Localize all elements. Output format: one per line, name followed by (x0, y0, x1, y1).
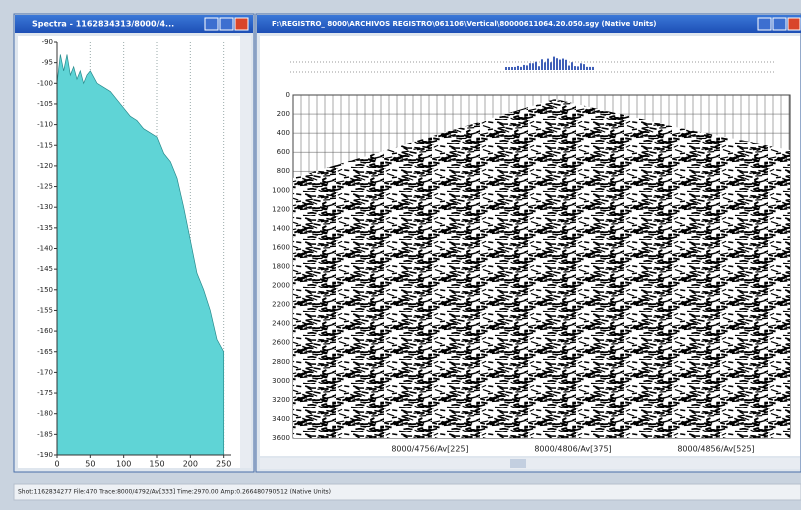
header-bar (544, 62, 546, 70)
y-tick-label: -185 (37, 430, 53, 438)
y-tick-label: 2200 (272, 301, 290, 309)
y-tick-label: -125 (37, 183, 53, 191)
header-bar (577, 66, 579, 70)
y-tick-label: 3000 (272, 377, 290, 385)
window-title: F:\REGISTRO_ 8000\ARCHIVOS REGISTRO\0611… (272, 20, 657, 28)
x-tick-label: 250 (216, 460, 231, 469)
trace-label: 8000/4806/Av[375] (534, 445, 611, 454)
y-tick-label: 1200 (272, 205, 290, 213)
close-button[interactable] (235, 18, 248, 30)
y-tick-label: 800 (277, 167, 290, 175)
y-tick-label: 1600 (272, 243, 290, 251)
header-bar (532, 63, 534, 70)
y-tick-label: -135 (37, 224, 53, 232)
y-tick-label: 1800 (272, 263, 290, 271)
header-bar (514, 67, 516, 70)
x-tick-label: 200 (183, 460, 198, 469)
header-bar (589, 67, 591, 70)
header-bar (559, 60, 561, 70)
y-tick-label: 200 (277, 110, 290, 118)
y-tick-label: -160 (37, 327, 53, 335)
y-tick-label: 3200 (272, 396, 290, 404)
y-tick-label: -165 (37, 348, 53, 356)
y-tick-label: 2000 (272, 282, 290, 290)
y-tick-label: -155 (37, 306, 53, 314)
maximize-button[interactable] (220, 18, 233, 30)
header-bar (538, 66, 540, 70)
header-bar (526, 65, 528, 70)
y-tick-label: -140 (37, 245, 53, 253)
y-tick-label: -190 (37, 451, 53, 459)
header-bar (574, 66, 576, 70)
header-bar (592, 67, 594, 70)
window-title: Spectra - 1162834313/8000/4... (32, 20, 174, 29)
maximize-button[interactable] (773, 18, 786, 30)
header-bar (571, 62, 573, 70)
minimize-button[interactable] (758, 18, 771, 30)
header-bar (511, 67, 513, 70)
y-tick-label: -170 (37, 368, 53, 376)
header-bar (550, 62, 552, 70)
header-bar (541, 59, 543, 70)
header-bar (556, 58, 558, 70)
y-tick-label: -130 (37, 203, 53, 211)
status-text: Shot:1162834277 File:470 Trace:8000/4792… (18, 489, 331, 496)
scrollbar[interactable] (240, 36, 251, 468)
x-tick-label: 100 (116, 460, 131, 469)
header-bar (529, 63, 531, 70)
y-tick-label: 2600 (272, 339, 290, 347)
y-tick-label: 3400 (272, 415, 290, 423)
header-bar (508, 67, 510, 70)
header-bar (535, 62, 537, 70)
header-bar (565, 60, 567, 70)
scroll-thumb[interactable] (510, 459, 526, 468)
y-tick-label: -175 (37, 389, 53, 397)
y-tick-label: 600 (277, 148, 290, 156)
y-tick-label: -145 (37, 265, 53, 273)
y-tick-label: 2400 (272, 320, 290, 328)
y-tick-label: 0 (286, 91, 290, 99)
header-bar (586, 67, 588, 70)
y-tick-label: -90 (42, 38, 53, 46)
y-tick-label: 400 (277, 129, 290, 137)
y-tick-label: -95 (42, 59, 53, 67)
y-tick-label: 1000 (272, 186, 290, 194)
x-tick-label: 0 (54, 460, 59, 469)
trace-label: 8000/4856/Av[525] (677, 445, 754, 454)
header-bar (583, 64, 585, 70)
header-bar (547, 59, 549, 70)
header-bar (505, 67, 507, 70)
header-bar (520, 67, 522, 70)
y-tick-label: 3600 (272, 434, 290, 442)
y-tick-label: 1400 (272, 224, 290, 232)
close-button[interactable] (788, 18, 800, 30)
y-tick-label: -150 (37, 286, 53, 294)
y-tick-label: -105 (37, 100, 53, 108)
header-bar (568, 66, 570, 70)
trace-label: 8000/4756/Av[225] (391, 445, 468, 454)
y-tick-label: -115 (37, 141, 53, 149)
horizontal-scrollbar[interactable] (260, 458, 800, 469)
y-tick-label: 2800 (272, 358, 290, 366)
y-tick-label: -180 (37, 410, 53, 418)
minimize-button[interactable] (205, 18, 218, 30)
header-bar (553, 57, 555, 70)
y-tick-label: -100 (37, 79, 53, 87)
header-bar (517, 66, 519, 70)
x-tick-label: 50 (85, 460, 95, 469)
y-tick-label: -120 (37, 162, 53, 170)
y-tick-label: -110 (37, 121, 53, 129)
header-bar (523, 65, 525, 70)
desktop: Spectra - 1162834313/8000/4... 0 50 100 150… (0, 0, 801, 506)
x-tick-label: 150 (149, 460, 164, 469)
header-bar (562, 59, 564, 70)
header-bar (580, 63, 582, 70)
